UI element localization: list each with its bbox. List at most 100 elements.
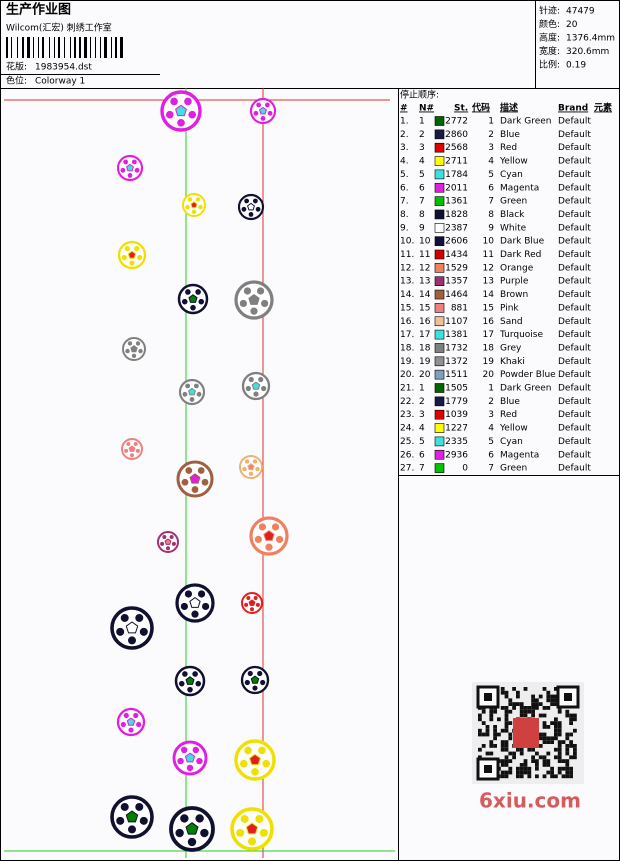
ball-patch bbox=[244, 679, 250, 686]
ball-patch bbox=[126, 441, 131, 446]
ball-patch bbox=[258, 376, 264, 383]
qr-cell bbox=[573, 728, 577, 733]
ball-patch bbox=[248, 471, 254, 477]
ball-patch bbox=[258, 523, 267, 531]
ball-patch bbox=[137, 254, 143, 261]
ball-patch bbox=[261, 299, 269, 308]
ball-patch bbox=[192, 746, 200, 754]
swatch bbox=[434, 463, 445, 473]
code: 1 bbox=[488, 384, 494, 394]
description: Orange bbox=[500, 263, 534, 273]
ball-patch bbox=[123, 159, 129, 165]
row-index: 24. bbox=[400, 424, 414, 434]
ball-patch bbox=[160, 541, 165, 546]
description: Powder Blue bbox=[500, 370, 556, 380]
ball-patch bbox=[121, 254, 127, 261]
qr-cell bbox=[550, 774, 554, 779]
swatch bbox=[434, 142, 445, 153]
stitches: 2568 bbox=[445, 143, 468, 153]
description: Dark Red bbox=[500, 250, 541, 260]
watermark: 6xiu.com bbox=[479, 789, 581, 813]
ball-patch bbox=[193, 383, 199, 389]
brand: Default bbox=[558, 117, 591, 127]
qr-cell bbox=[489, 717, 494, 722]
ball-patch bbox=[246, 595, 251, 600]
qr-cell bbox=[569, 766, 573, 771]
swatch bbox=[434, 356, 445, 367]
ball-patch bbox=[236, 828, 245, 837]
code: 2 bbox=[488, 130, 494, 140]
ball-patch bbox=[187, 837, 197, 847]
qr-cell bbox=[478, 732, 482, 737]
qr-cell bbox=[542, 725, 547, 729]
ball-center bbox=[130, 345, 138, 353]
qr-cell bbox=[504, 774, 509, 779]
qr-cell bbox=[527, 766, 532, 771]
qr-cell bbox=[519, 774, 524, 779]
qr-cell bbox=[569, 755, 573, 760]
qr-cell bbox=[561, 774, 566, 779]
bar bbox=[33, 37, 34, 58]
code: 5 bbox=[488, 170, 494, 180]
ball-patch bbox=[248, 837, 256, 846]
ball-patch bbox=[170, 97, 178, 106]
ball-center bbox=[175, 104, 187, 117]
qr-cell bbox=[512, 702, 516, 706]
bar bbox=[84, 37, 87, 58]
stat-value: 0.19 bbox=[566, 61, 586, 71]
qr-cell bbox=[557, 725, 562, 729]
qr-cell bbox=[523, 713, 528, 718]
ball-patch bbox=[196, 391, 202, 397]
description: Khaki bbox=[500, 357, 525, 367]
brand: Default bbox=[558, 397, 591, 407]
qr-cell bbox=[504, 770, 509, 775]
qr-cell bbox=[500, 740, 505, 744]
needle: 10 bbox=[419, 237, 431, 247]
qr-cell bbox=[497, 717, 501, 722]
qr-cell bbox=[500, 744, 505, 748]
ball-patch bbox=[255, 602, 260, 607]
row-index: 4. bbox=[400, 157, 409, 167]
description: Green bbox=[500, 464, 527, 474]
swatch bbox=[434, 383, 445, 393]
qr-cell bbox=[554, 725, 558, 729]
qr-cell bbox=[546, 763, 551, 767]
row-index: 27. bbox=[400, 464, 414, 474]
needle: 19 bbox=[419, 357, 431, 367]
ball-patch bbox=[185, 383, 191, 389]
design-preview bbox=[4, 88, 395, 858]
needle: 3 bbox=[419, 143, 425, 153]
qr-cell bbox=[557, 751, 562, 756]
qr-cell bbox=[531, 698, 535, 703]
description: Dark Green bbox=[500, 117, 551, 127]
qr-cell bbox=[550, 736, 554, 741]
ball-patch bbox=[180, 814, 189, 823]
stitches: 1511 bbox=[445, 370, 468, 380]
description: Cyan bbox=[500, 170, 523, 180]
swatch bbox=[434, 116, 445, 126]
qr-cell bbox=[478, 755, 482, 760]
ball-patch bbox=[191, 486, 199, 493]
qr-cell bbox=[546, 759, 551, 763]
ball-patch bbox=[162, 534, 167, 539]
qr-cell bbox=[569, 770, 573, 775]
qr-cell bbox=[527, 774, 532, 779]
ball-patch bbox=[252, 685, 258, 691]
ball-patch bbox=[261, 385, 267, 392]
qr-cell bbox=[573, 755, 577, 760]
swatch bbox=[434, 316, 445, 327]
qr-cell bbox=[493, 725, 497, 729]
swatch bbox=[434, 343, 445, 353]
qr-cell bbox=[535, 763, 539, 767]
row-index: 9. bbox=[400, 223, 409, 233]
table-header: 代码 bbox=[471, 102, 490, 114]
qr-cell bbox=[508, 766, 513, 771]
ball-patch bbox=[177, 118, 185, 127]
barcode bbox=[6, 37, 123, 58]
needle: 9 bbox=[419, 223, 425, 233]
qr-cell bbox=[519, 770, 524, 775]
brand: Default bbox=[558, 410, 591, 420]
bar bbox=[64, 37, 65, 58]
qr-cell bbox=[565, 751, 570, 756]
brand: Default bbox=[558, 170, 591, 180]
